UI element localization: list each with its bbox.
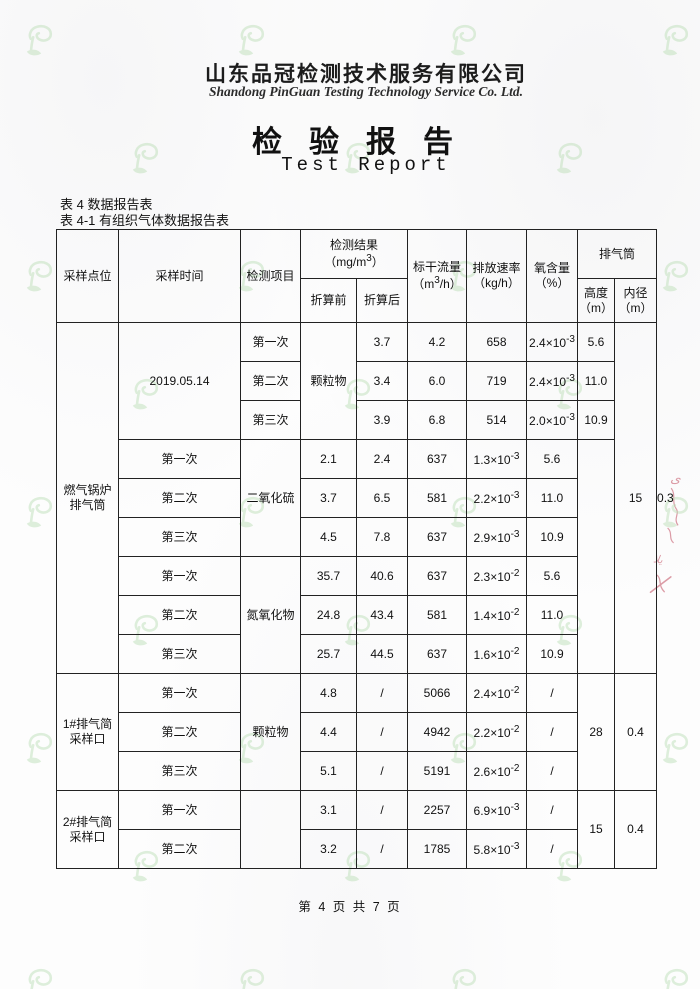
svg-text:ی: ی [670, 470, 683, 486]
